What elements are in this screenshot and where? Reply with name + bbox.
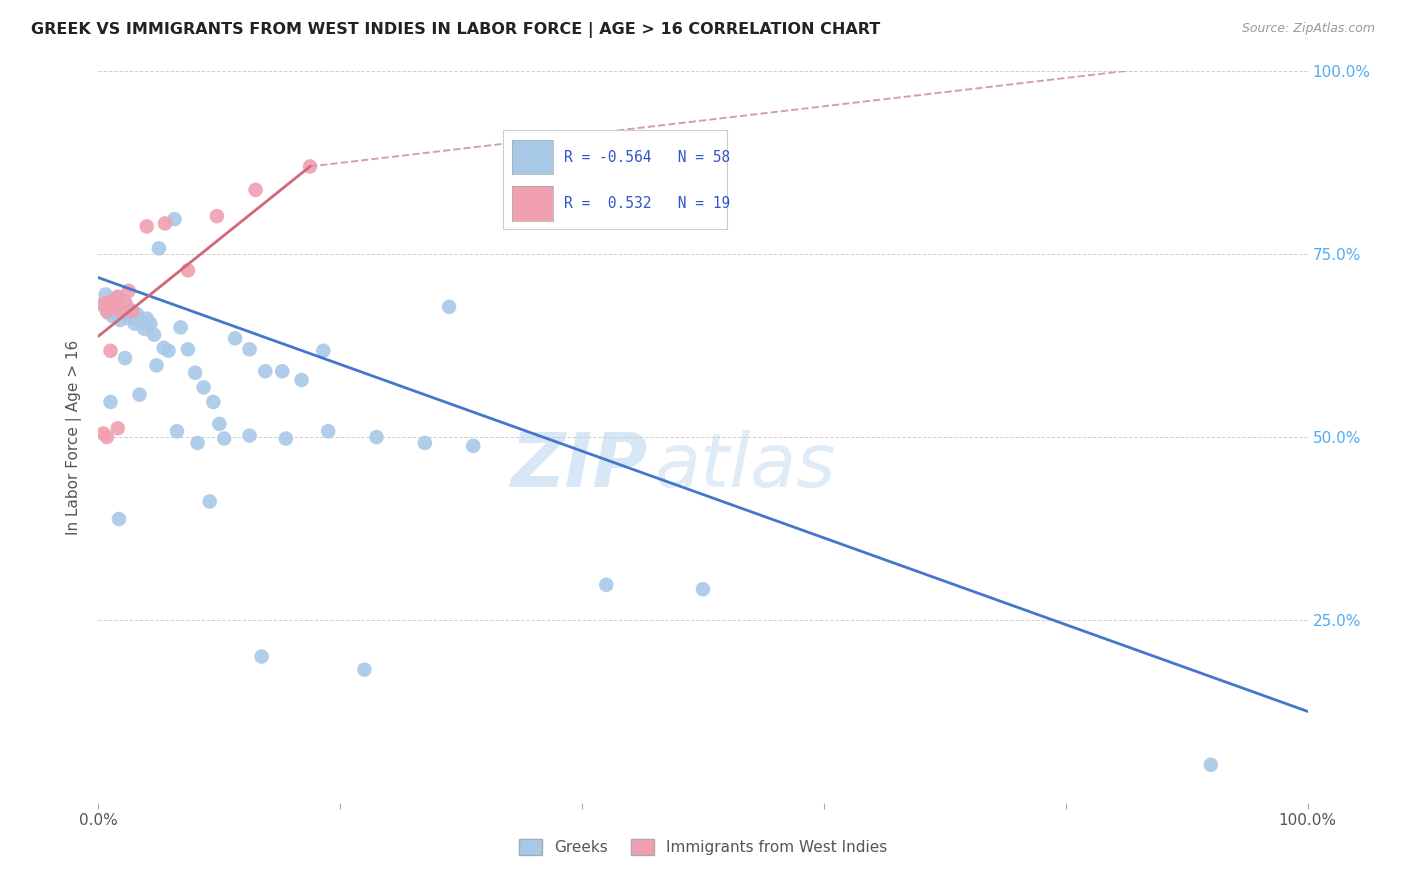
Point xyxy=(148,241,170,255)
Point xyxy=(117,300,139,314)
Point xyxy=(163,212,186,227)
Point xyxy=(177,263,200,277)
Point xyxy=(212,432,235,446)
Point xyxy=(101,310,124,324)
Point xyxy=(202,395,225,409)
Point xyxy=(121,304,143,318)
Point xyxy=(208,417,231,431)
Text: GREEK VS IMMIGRANTS FROM WEST INDIES IN LABOR FORCE | AGE > 16 CORRELATION CHART: GREEK VS IMMIGRANTS FROM WEST INDIES IN … xyxy=(31,22,880,38)
Point xyxy=(96,304,118,318)
Point xyxy=(224,331,246,345)
Point xyxy=(121,304,143,318)
Point xyxy=(153,217,176,231)
Point xyxy=(100,294,122,309)
Point xyxy=(131,314,153,328)
Point xyxy=(145,359,167,373)
Point xyxy=(595,578,617,592)
Point xyxy=(110,304,132,318)
Legend: Greeks, Immigrants from West Indies: Greeks, Immigrants from West Indies xyxy=(513,833,893,861)
Point xyxy=(316,424,339,438)
Point xyxy=(366,430,388,444)
Point xyxy=(1199,757,1222,772)
Point xyxy=(91,426,114,441)
Point xyxy=(107,291,129,305)
Text: ZIP: ZIP xyxy=(512,430,648,503)
Point xyxy=(312,343,335,358)
Point xyxy=(100,395,122,409)
Point xyxy=(108,313,131,327)
Point xyxy=(299,160,322,174)
Point xyxy=(239,428,262,442)
Point xyxy=(143,327,166,342)
Point xyxy=(157,343,180,358)
Point xyxy=(187,436,209,450)
Text: atlas: atlas xyxy=(655,430,837,502)
Point xyxy=(124,317,146,331)
Point xyxy=(463,439,485,453)
Point xyxy=(111,304,134,318)
Point xyxy=(166,424,188,438)
Point xyxy=(91,297,114,311)
Point xyxy=(107,421,129,435)
Point xyxy=(114,307,136,321)
Point xyxy=(135,311,157,326)
Point xyxy=(271,364,294,378)
Point xyxy=(413,436,436,450)
Point xyxy=(254,364,277,378)
Point xyxy=(274,432,297,446)
Point xyxy=(250,649,273,664)
Point xyxy=(437,300,460,314)
Point xyxy=(692,582,714,597)
Point xyxy=(91,298,114,312)
Point xyxy=(114,351,136,365)
Point xyxy=(135,219,157,234)
Point xyxy=(128,387,150,401)
Text: Source: ZipAtlas.com: Source: ZipAtlas.com xyxy=(1241,22,1375,36)
Point xyxy=(118,284,141,298)
Point xyxy=(96,430,118,444)
Point xyxy=(353,663,375,677)
Point xyxy=(114,294,136,309)
Point xyxy=(100,343,122,358)
Point xyxy=(104,301,127,317)
Point xyxy=(108,512,131,526)
Point xyxy=(134,322,156,336)
Point xyxy=(139,317,162,331)
Point xyxy=(198,494,221,508)
Point xyxy=(152,341,174,355)
Point xyxy=(169,320,191,334)
Point xyxy=(100,294,122,309)
Point xyxy=(205,209,228,223)
Point xyxy=(245,183,267,197)
Point xyxy=(193,380,215,394)
Point xyxy=(184,366,207,380)
Point xyxy=(118,311,141,326)
Point xyxy=(177,343,200,357)
Point xyxy=(128,313,150,327)
Point xyxy=(290,373,312,387)
Y-axis label: In Labor Force | Age > 16: In Labor Force | Age > 16 xyxy=(66,340,83,534)
Point xyxy=(103,300,125,314)
Point xyxy=(94,287,117,301)
Point xyxy=(97,306,120,320)
Point xyxy=(107,290,129,304)
Point xyxy=(239,343,262,357)
Point xyxy=(127,307,149,321)
